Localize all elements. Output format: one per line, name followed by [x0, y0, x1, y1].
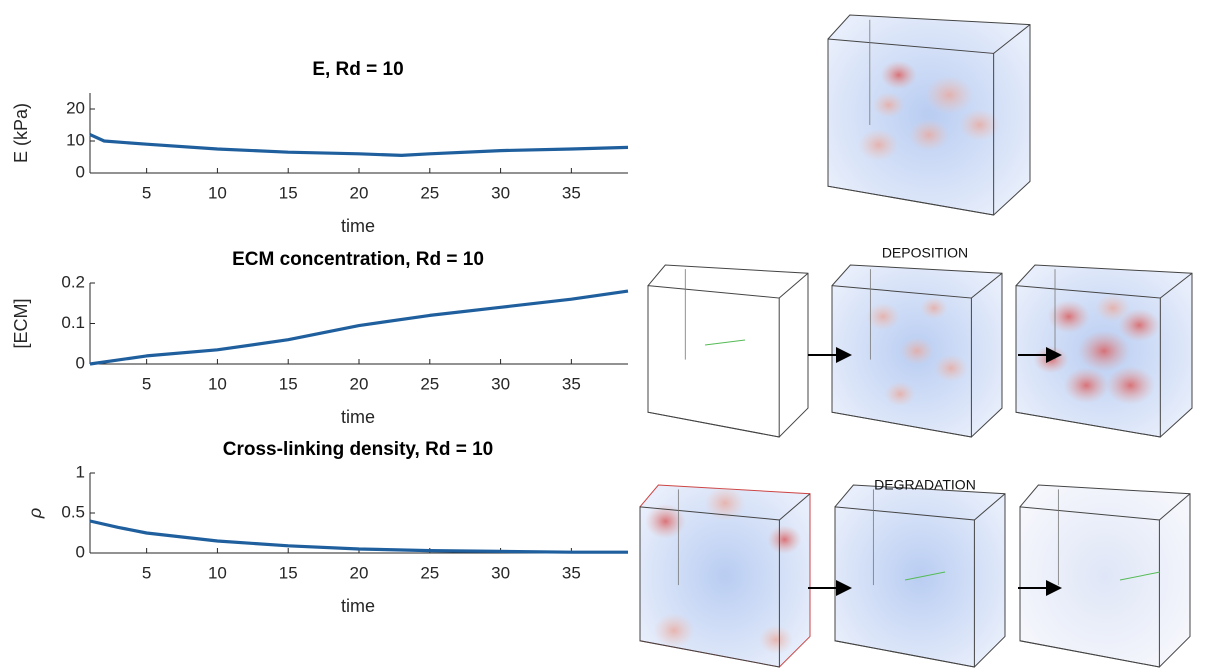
cube-renders	[640, 15, 1192, 667]
cube-blob	[885, 382, 916, 407]
cube-blob	[900, 337, 934, 365]
cube	[835, 485, 1005, 667]
x-tick-label: 15	[279, 183, 298, 202]
y-tick-label: 20	[66, 98, 85, 117]
cube-blob	[1078, 330, 1131, 371]
x-tick-label: 10	[208, 374, 227, 393]
x-tick-label: 25	[420, 374, 439, 393]
chart-title: E, Rd = 10	[312, 59, 403, 80]
cube-blob	[934, 354, 968, 382]
data-line	[90, 135, 628, 156]
x-tick-label: 15	[279, 374, 298, 393]
y-axis-label: ρ	[25, 508, 45, 519]
x-tick-label: 30	[491, 563, 510, 582]
data-line	[90, 291, 628, 364]
x-tick-label: 5	[142, 183, 151, 202]
x-tick-label: 25	[420, 183, 439, 202]
data-line	[90, 521, 628, 552]
x-tick-label: 10	[208, 563, 227, 582]
y-axis-label: E (kPa)	[11, 103, 31, 163]
cube-body	[648, 265, 808, 437]
x-tick-label: 10	[208, 183, 227, 202]
x-tick-label: 20	[350, 183, 369, 202]
x-tick-label: 35	[562, 374, 581, 393]
cube-blob	[872, 92, 904, 118]
x-tick-label: 25	[420, 563, 439, 582]
x-tick-label: 5	[142, 563, 151, 582]
cube	[1016, 265, 1192, 437]
x-tick-label: 30	[491, 374, 510, 393]
cube-blob	[925, 76, 973, 114]
x-tick-label: 35	[562, 183, 581, 202]
x-axis-label: time	[341, 596, 375, 616]
x-tick-label: 5	[142, 374, 151, 393]
y-tick-label: 10	[66, 130, 85, 149]
x-tick-label: 30	[491, 183, 510, 202]
caption: DEPOSITION	[882, 245, 968, 261]
y-tick-label: 0	[76, 353, 85, 372]
cube	[832, 265, 1002, 437]
cube	[640, 485, 810, 667]
chart-title: Cross-linking density, Rd = 10	[223, 439, 493, 460]
cube-blob	[705, 486, 746, 521]
y-tick-label: 0.1	[61, 313, 85, 332]
cube-blob	[1034, 346, 1069, 374]
cube-blob	[1106, 366, 1155, 405]
y-axis-label: [ECM]	[11, 298, 31, 348]
x-axis-label: time	[341, 407, 375, 427]
chart-title: ECM concentration, Rd = 10	[232, 249, 484, 270]
cube	[828, 15, 1030, 215]
cube	[648, 265, 808, 437]
cube-blob	[768, 525, 802, 554]
cube	[1020, 485, 1190, 667]
cube-body	[835, 485, 1005, 667]
cube-blob	[1095, 294, 1130, 322]
cube-blob	[759, 625, 793, 654]
cube-blob	[909, 119, 949, 151]
cube-blob	[866, 303, 900, 331]
cube-blob	[881, 61, 917, 90]
x-tick-label: 20	[350, 563, 369, 582]
y-tick-label: 0.5	[61, 502, 85, 521]
x-tick-label: 35	[562, 563, 581, 582]
cube-body	[1020, 485, 1190, 667]
y-tick-label: 0	[76, 542, 85, 561]
figure: DEPOSITION DEGRADATION E, Rd = 100102051…	[0, 0, 1216, 671]
y-tick-label: 1	[76, 462, 85, 481]
cube-blob	[1048, 300, 1090, 333]
cube-body	[828, 15, 1030, 215]
caption: DEGRADATION	[874, 477, 976, 493]
x-axis-label: time	[341, 216, 375, 236]
y-tick-label: 0.2	[61, 272, 85, 291]
y-tick-label: 0	[76, 162, 85, 181]
x-tick-label: 20	[350, 374, 369, 393]
cube-blob	[920, 297, 947, 319]
x-tick-label: 15	[279, 563, 298, 582]
cube-blob	[858, 129, 898, 161]
cube-blob	[1064, 368, 1110, 404]
cube-blob	[654, 613, 695, 648]
